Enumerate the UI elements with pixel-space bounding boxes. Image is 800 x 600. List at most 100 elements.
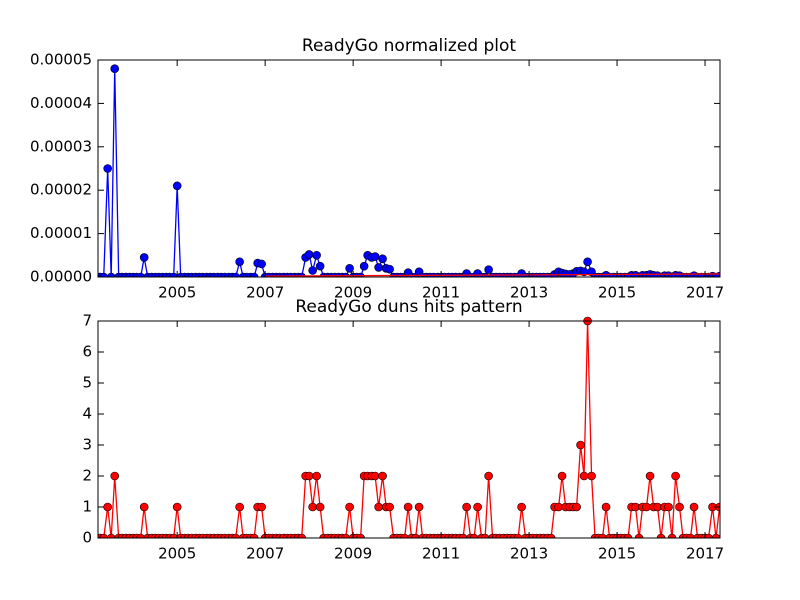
data-point	[517, 502, 526, 512]
chart-title: ReadyGo normalized plot	[302, 36, 517, 56]
data-point	[370, 471, 380, 481]
x-tick-label: 2009	[334, 545, 372, 563]
y-tick-label: 0.00005	[30, 51, 92, 69]
y-tick-label: 0.00000	[30, 268, 92, 286]
data-point	[169, 533, 178, 538]
data-point	[139, 502, 149, 512]
data-point	[587, 471, 596, 481]
data-point	[235, 257, 244, 267]
data-point	[385, 264, 394, 274]
data-point	[675, 502, 684, 512]
data-point	[345, 264, 354, 273]
data-point	[359, 261, 369, 271]
plot-frame	[97, 320, 721, 539]
data-point	[172, 181, 182, 191]
data-point	[257, 259, 266, 269]
data-point	[480, 533, 490, 538]
x-tick-label: 2017	[686, 284, 724, 302]
data-point	[304, 250, 314, 259]
data-point	[385, 502, 394, 512]
data-point	[579, 471, 589, 481]
series	[265, 273, 720, 277]
data-point	[106, 272, 116, 277]
data-point	[257, 502, 266, 512]
y-tick-label: 0.00004	[30, 94, 92, 112]
y-tick-label: 4	[82, 405, 92, 423]
data-point	[462, 502, 471, 512]
y-tick-label: 0.00002	[30, 181, 92, 199]
data-point	[667, 533, 677, 538]
data-point	[103, 164, 112, 173]
data-point	[403, 502, 413, 512]
data-point	[356, 533, 365, 538]
x-tick-label: 2011	[422, 284, 460, 302]
data-point	[110, 471, 120, 481]
plot-frame	[97, 59, 721, 278]
data-point	[374, 502, 383, 512]
data-point	[110, 64, 120, 73]
data-point	[601, 502, 611, 512]
data-point	[308, 266, 317, 275]
data-point	[136, 533, 145, 538]
x-tick-label: 2005	[158, 284, 196, 302]
data-point	[623, 533, 633, 538]
data-point	[99, 533, 109, 538]
y-tick-label: 0.00003	[30, 137, 92, 155]
data-point	[139, 253, 149, 262]
data-point	[469, 533, 479, 538]
data-point	[374, 263, 383, 272]
data-point	[99, 272, 109, 277]
chart-title: ReadyGo duns hits pattern	[295, 297, 522, 317]
y-tick-label: 0.00001	[30, 224, 92, 242]
data-point	[378, 471, 387, 481]
x-tick-label: 2013	[510, 284, 548, 302]
data-point	[689, 502, 699, 512]
y-tick-label: 5	[82, 374, 92, 392]
plot-area	[98, 321, 720, 538]
data-point	[513, 533, 523, 538]
data-point	[103, 502, 112, 512]
y-tick-label: 3	[82, 436, 92, 454]
data-point	[458, 533, 468, 538]
x-tick-label: 2015	[598, 284, 636, 302]
x-tick-label: 2011	[422, 545, 460, 563]
data-point	[304, 471, 314, 481]
x-tick-label: 2007	[246, 284, 284, 302]
data-point	[645, 471, 655, 481]
data-point	[664, 502, 673, 512]
y-tick-label: 0	[82, 529, 92, 547]
data-point	[546, 533, 556, 538]
y-tick-label: 2	[82, 467, 92, 485]
series	[98, 316, 720, 538]
data-point	[414, 502, 424, 512]
series-line	[265, 273, 720, 277]
data-point	[711, 533, 720, 538]
data-point	[172, 502, 182, 512]
data-point	[312, 471, 321, 481]
data-point	[249, 533, 259, 538]
data-point	[231, 272, 240, 277]
data-point	[671, 471, 680, 481]
y-tick-label: 6	[82, 343, 92, 361]
x-tick-label: 2013	[510, 545, 548, 563]
data-point	[235, 502, 244, 512]
data-point	[378, 254, 387, 264]
y-tick-label: 7	[82, 312, 92, 330]
data-point	[370, 252, 380, 261]
data-point	[484, 265, 493, 274]
data-point	[704, 533, 713, 538]
data-point	[136, 272, 145, 277]
data-point	[341, 533, 350, 538]
data-point	[572, 502, 581, 512]
data-point	[400, 533, 409, 538]
x-tick-label: 2005	[158, 545, 196, 563]
data-point	[686, 533, 695, 538]
data-point	[411, 533, 420, 538]
plot-area	[98, 60, 720, 277]
data-point	[598, 533, 607, 538]
series-line	[100, 320, 720, 538]
x-tick-label: 2017	[686, 545, 724, 563]
data-point	[557, 471, 567, 481]
data-point	[315, 502, 325, 512]
